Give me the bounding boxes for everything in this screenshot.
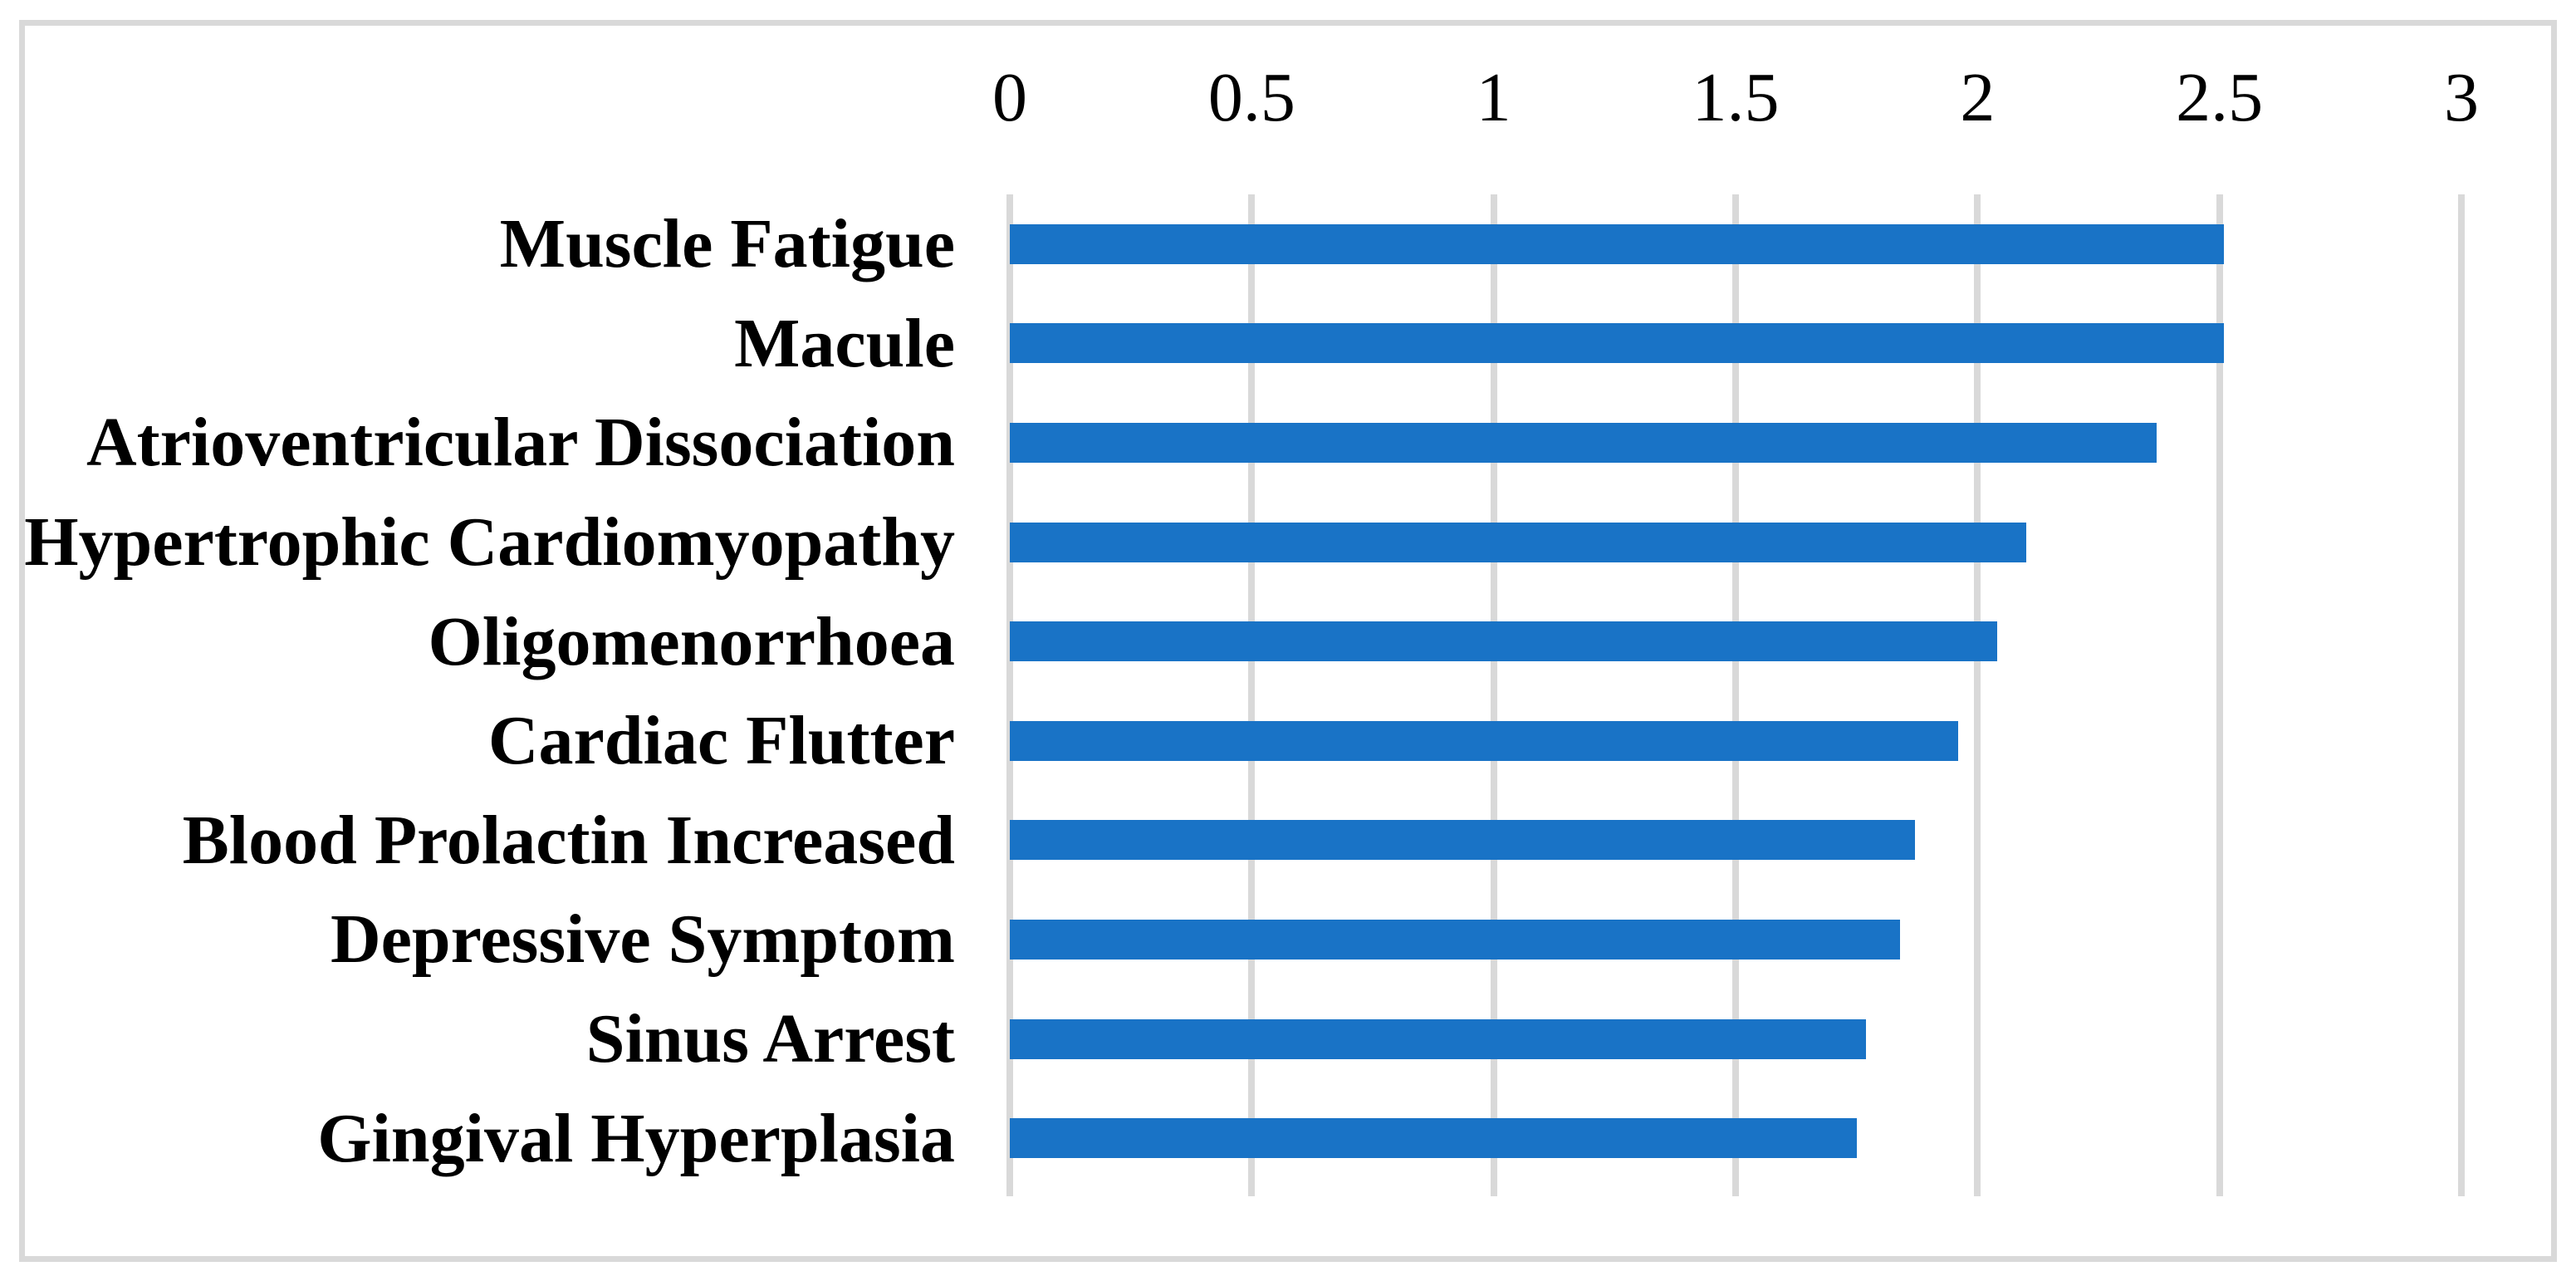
category-label: Cardiac Flutter xyxy=(487,702,955,780)
bar xyxy=(1010,919,1901,960)
bar xyxy=(1010,223,2225,264)
bars xyxy=(1010,194,2461,1188)
bar-row xyxy=(1010,1088,2461,1188)
bar xyxy=(1010,621,1997,662)
gridline xyxy=(1490,194,1497,1196)
x-tick-label: 2 xyxy=(1960,59,1996,136)
bar xyxy=(1010,820,1915,861)
category-label: Blood Prolactin Increased xyxy=(182,801,955,879)
category-labels: Muscle Fatigue Macule Atrioventricular Dis… xyxy=(24,194,955,1188)
bar xyxy=(1010,720,1959,761)
bar xyxy=(1010,522,2026,562)
gridline xyxy=(2216,194,2223,1196)
bar-row xyxy=(1010,791,2461,891)
category-label: Atrioventricular Dissociation xyxy=(86,404,955,482)
bar xyxy=(1010,323,2225,364)
bar-row xyxy=(1010,691,2461,791)
bar-row xyxy=(1010,591,2461,691)
gridline xyxy=(1248,194,1256,1196)
x-tick-label: 0 xyxy=(992,59,1027,136)
category-label: Muscle Fatigue xyxy=(499,205,955,283)
gridline xyxy=(2458,194,2465,1196)
bar-row xyxy=(1010,393,2461,493)
category-label: Macule xyxy=(734,304,955,382)
category-label: Sinus Arrest xyxy=(585,1000,955,1078)
bar xyxy=(1010,422,2157,463)
x-tick-label: 1 xyxy=(1476,59,1511,136)
bar-row xyxy=(1010,294,2461,394)
gridline xyxy=(1974,194,1981,1196)
category-label: Gingival Hyperplasia xyxy=(317,1099,955,1177)
gridline xyxy=(1006,194,1013,1196)
x-tick-label: 2.5 xyxy=(2176,59,2264,136)
x-axis-top: 0 0.5 1 1.5 2 2.5 3 xyxy=(992,59,2479,136)
bar xyxy=(1010,1018,1867,1059)
x-tick-label: 0.5 xyxy=(1207,59,1295,136)
x-tick-label: 1.5 xyxy=(1692,59,1780,136)
bar-row xyxy=(1010,890,2461,989)
plot-area xyxy=(1006,194,2465,1196)
x-tick-label: 3 xyxy=(2444,59,2479,136)
gridline xyxy=(1732,194,1739,1196)
bar-row xyxy=(1010,989,2461,1089)
bar-row xyxy=(1010,194,2461,294)
category-label: Oligomenorrhoea xyxy=(428,602,955,680)
category-label: Depressive Symptom xyxy=(330,901,955,979)
category-label: Hypertrophic Cardiomyopathy xyxy=(24,503,955,582)
bar xyxy=(1010,1118,1857,1159)
bar-row xyxy=(1010,493,2461,592)
